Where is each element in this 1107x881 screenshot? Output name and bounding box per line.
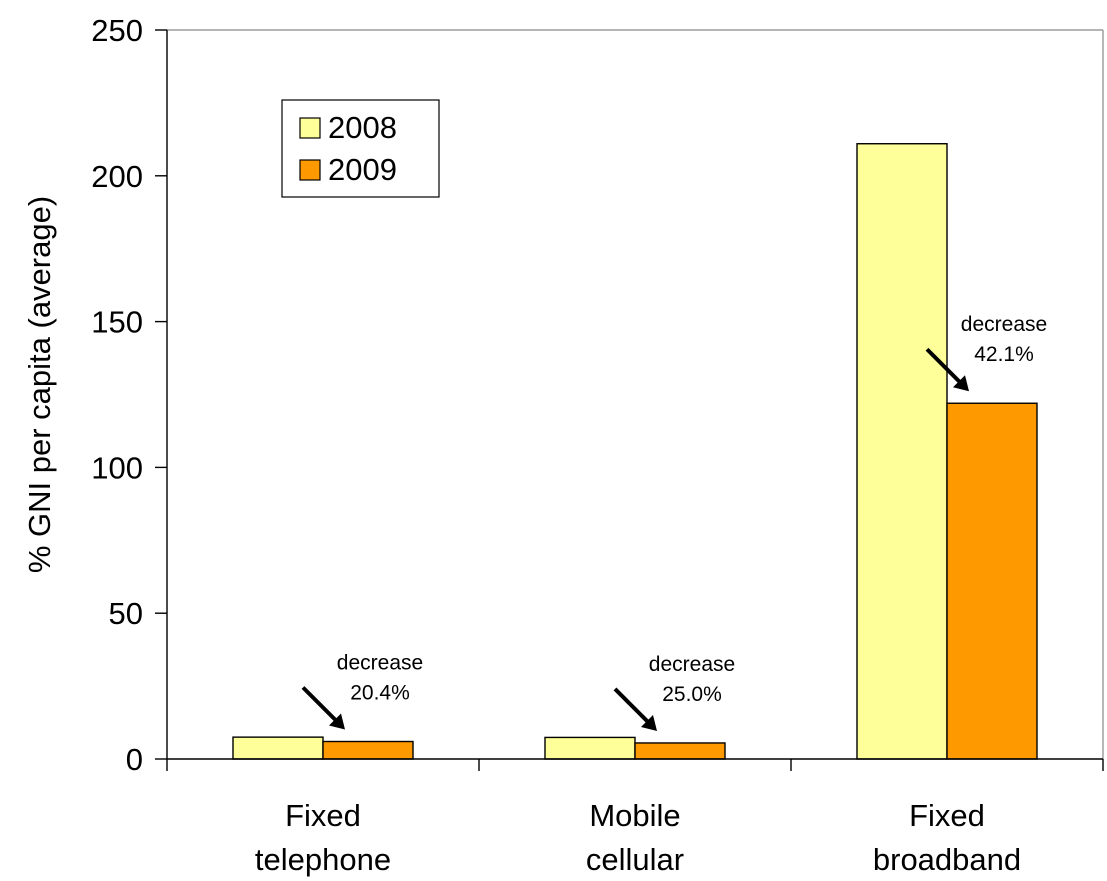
y-tick-label: 50 (109, 596, 143, 631)
bar-2009-0 (322, 740, 414, 760)
y-tick-label: 250 (91, 13, 143, 48)
x-category-label: cellular (586, 842, 684, 877)
annotation-text: decrease (961, 313, 1047, 336)
legend-label-2008: 2008 (328, 110, 397, 145)
x-category-label: telephone (255, 842, 391, 877)
y-axis-title: % GNI per capita (average) (22, 196, 57, 573)
x-category-label: broadband (873, 842, 1021, 877)
decrease-arrow (613, 687, 653, 727)
annotation-text: 42.1% (974, 343, 1034, 366)
x-category-label: Fixed (909, 798, 985, 833)
legend: 2008 2009 (281, 99, 440, 198)
bar-2009-2 (946, 402, 1038, 760)
annotations: decrease 20.4% decrease 25.0% decrease 42.1% (301, 313, 1047, 731)
decrease-arrow-head (329, 713, 345, 730)
plot-area (232, 143, 1038, 760)
x-category-label: Mobile (589, 798, 680, 833)
y-tick-label: 0 (126, 742, 143, 777)
annotation-text: 25.0% (662, 683, 722, 706)
y-tick-label: 200 (91, 159, 143, 194)
decrease-arrow (301, 686, 341, 725)
bar-2009-1 (634, 742, 726, 760)
annotation-text: decrease (649, 653, 735, 676)
annotation-text: decrease (337, 652, 423, 675)
bar-2008-1 (544, 736, 636, 760)
bar-2008-2 (856, 143, 948, 760)
decrease-arrow (925, 347, 965, 387)
legend-box (281, 99, 440, 198)
decrease-arrow-head (641, 714, 657, 731)
decrease-arrow-head (953, 375, 969, 392)
legend-swatch-2009 (299, 159, 321, 181)
bar-2008-0 (232, 736, 324, 760)
y-tick-label: 150 (91, 305, 143, 340)
axes: 0 50 100 150 200 250 % GNI per capita (average… (22, 13, 1104, 877)
x-category-label: Fixed (285, 798, 361, 833)
y-tick-label: 100 (91, 450, 143, 485)
legend-swatch-2008 (299, 117, 321, 139)
annotation-text: 20.4% (350, 682, 410, 705)
legend-label-2009: 2009 (328, 152, 397, 187)
